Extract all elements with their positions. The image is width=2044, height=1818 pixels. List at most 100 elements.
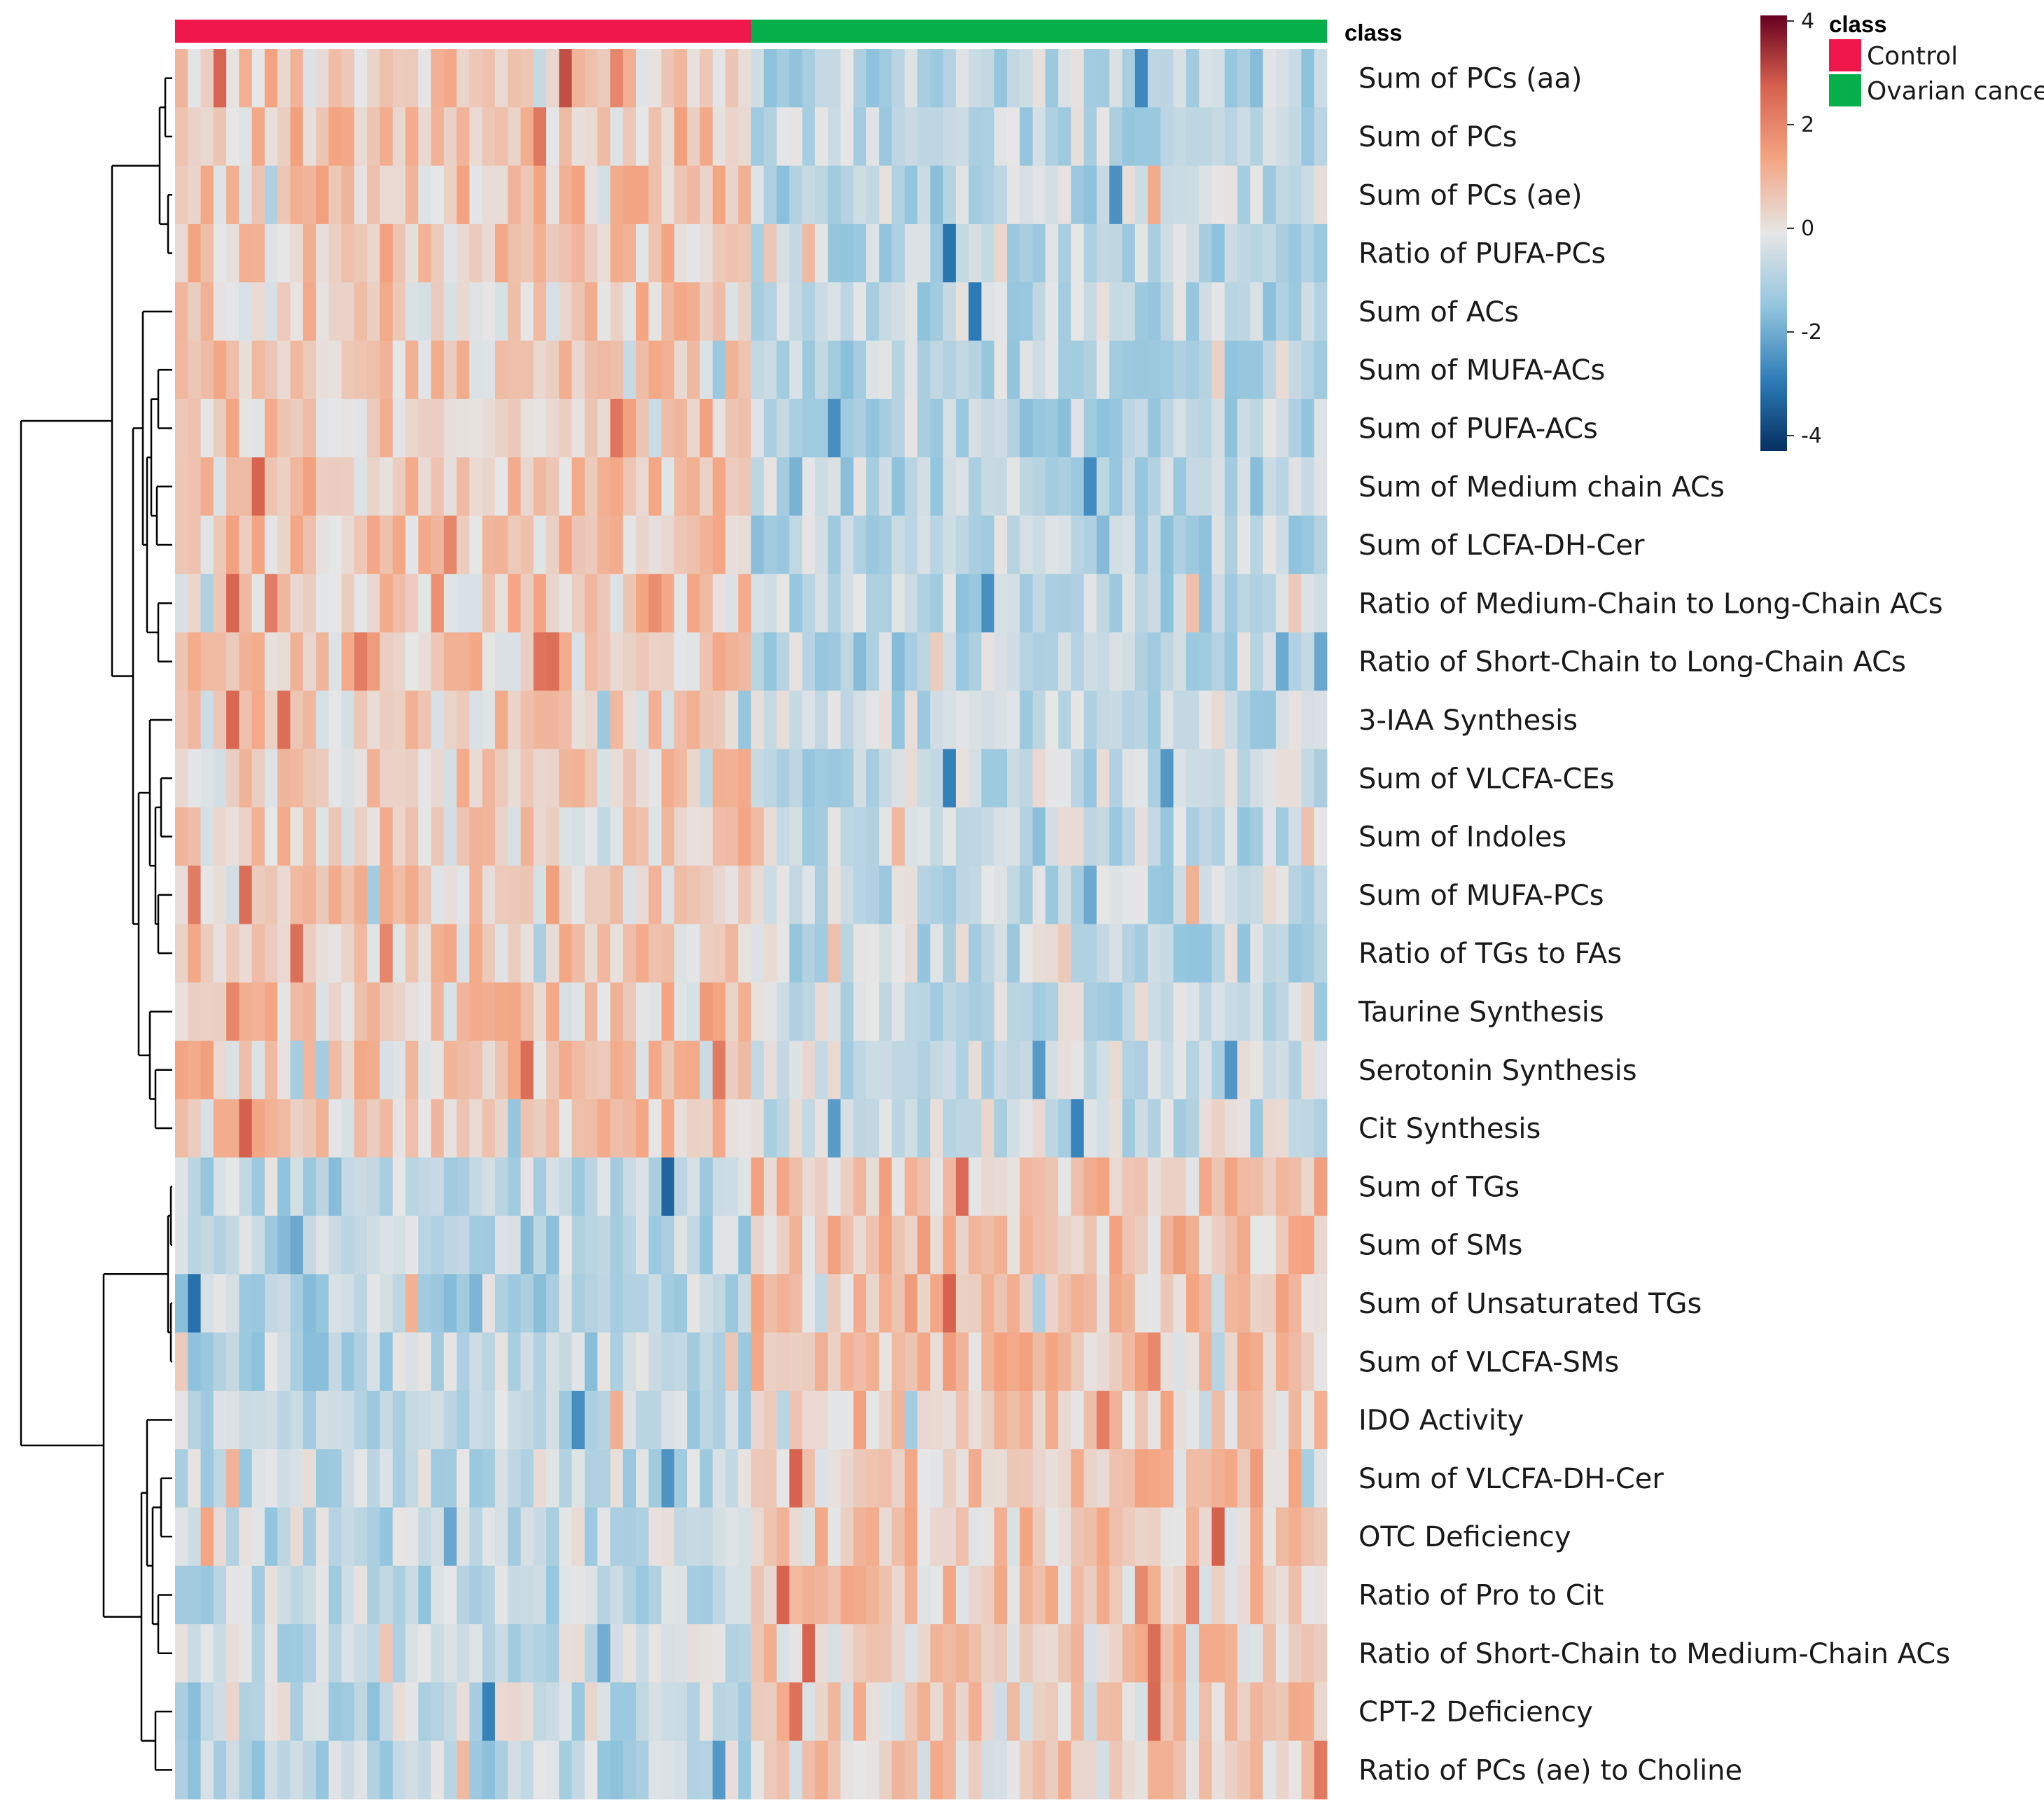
heatmap-cell [1058,691,1071,749]
heatmap-cell [610,1624,624,1683]
heatmap-cell [546,1682,559,1742]
heatmap-cell [175,632,188,691]
heatmap-cell [405,1157,419,1216]
heatmap-cell [1109,924,1122,983]
heatmap-cell [559,457,573,516]
heatmap-cell [802,49,816,108]
heatmap-cell [316,691,329,749]
heatmap-cell [789,457,803,516]
heatmap-cell [1211,1740,1225,1800]
heatmap-cell [930,515,944,575]
heatmap-cell [457,749,470,808]
heatmap-cell [994,1507,1008,1567]
heatmap-cell [943,340,957,400]
heatmap-cell [1020,1099,1034,1158]
heatmap-cell [853,924,867,983]
heatmap-cell [457,340,470,400]
heatmap-cell [546,398,559,458]
heatmap-cell [853,107,867,166]
heatmap-cell [1237,574,1251,633]
heatmap-cell [1020,1274,1034,1333]
heatmap-cell [239,1682,253,1742]
heatmap-cell [636,749,649,808]
heatmap-cell [1263,282,1277,341]
heatmap-cell [623,1216,637,1275]
heatmap-cell [508,1157,521,1216]
heatmap-cell [955,1565,969,1625]
heatmap-cell [405,807,419,866]
heatmap-cell [1237,282,1251,341]
heatmap-cell [623,807,637,866]
heatmap-cell [380,1274,394,1333]
heatmap-cell [175,574,188,633]
heatmap-cell [700,1041,714,1099]
heatmap-cell [738,1332,751,1392]
heatmap-cell [648,1041,662,1099]
heatmap-cell [251,49,265,108]
heatmap-cell [328,1740,342,1800]
heatmap-cell [597,691,611,749]
heatmap-cell [354,691,368,749]
heatmap-cell [1301,749,1315,808]
heatmap-cell [277,282,291,341]
heatmap-cell [623,924,637,983]
heatmap-cell [1199,1332,1212,1392]
heatmap-cell [751,924,765,983]
heatmap-cell [405,1624,419,1683]
heatmap-cell [508,1332,521,1392]
heatmap-cell [584,457,598,516]
heatmap-cell [546,1449,559,1508]
heatmap-cell [188,223,201,283]
heatmap-cell [443,1390,457,1450]
heatmap-cell [213,398,227,458]
heatmap-cell [1058,282,1071,341]
heatmap-cell [955,632,969,691]
heatmap-cell [533,165,547,225]
heatmap-cell [802,1565,816,1625]
heatmap-cell [213,1390,227,1450]
heatmap-cell [917,515,931,575]
heatmap-cell [1148,457,1161,516]
heatmap-cell [571,1099,585,1158]
heatmap-cell [469,1449,483,1508]
heatmap-cell [661,632,675,691]
heatmap-cell [380,632,394,691]
heatmap-cell [777,515,790,575]
heatmap-cell [917,398,931,458]
heatmap-cell [392,457,406,516]
heatmap-cell [226,749,239,808]
heatmap-cell [277,1274,291,1333]
heatmap-cell [802,574,816,633]
heatmap-cell [367,1624,380,1683]
heatmap-cell [687,749,700,808]
heatmap-cell [1263,49,1277,108]
heatmap-cell [239,807,253,866]
heatmap-cell [930,340,944,400]
heatmap-cell [1134,107,1148,166]
heatmap-cell [405,165,419,225]
heatmap-cell [712,866,726,924]
heatmap-cell [443,340,457,400]
heatmap-cell [968,1332,982,1392]
heatmap-cell [1237,515,1251,575]
heatmap-cell [917,1740,931,1800]
class-bar-1 [751,20,1327,43]
heatmap-cell [175,1740,188,1800]
heatmap-cell [316,1565,329,1625]
heatmap-cell [610,282,624,341]
heatmap-cell [828,574,841,633]
heatmap-cell [763,1274,777,1333]
heatmap-cell [1020,1157,1034,1216]
heatmap-cell [418,223,431,283]
row-label: Ratio of Short-Chain to Long-Chain ACs [1358,646,1906,679]
heatmap-cell [1148,1099,1161,1158]
heatmap-cell [341,749,355,808]
heatmap-cell [661,1216,675,1275]
heatmap-cell [251,515,265,575]
heatmap-cell [354,924,368,983]
heatmap-cell [571,49,585,108]
heatmap-cell [1288,1390,1302,1450]
heatmap-cell [930,1740,944,1800]
heatmap-cell [1250,866,1264,924]
heatmap-cell [1211,515,1225,575]
